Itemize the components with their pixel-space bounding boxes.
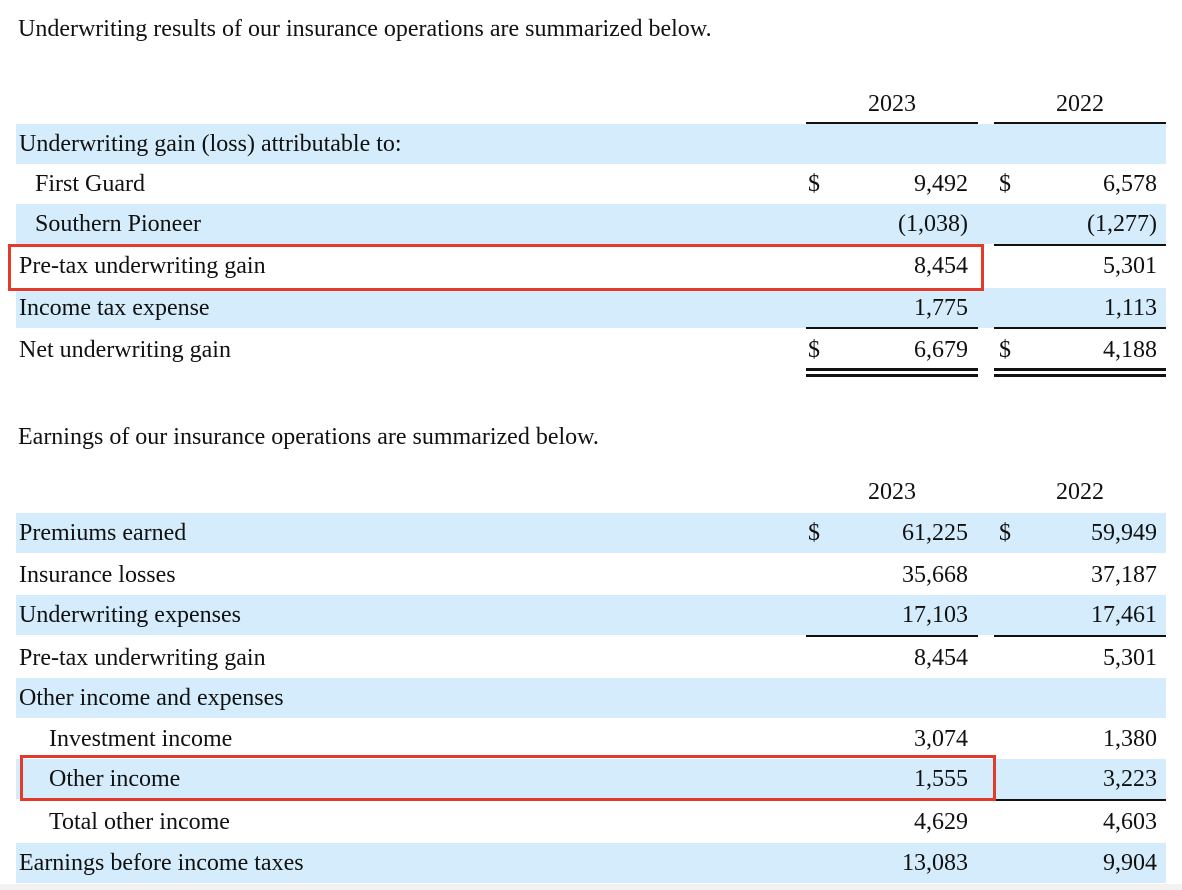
s1-year-2023-header: 2023: [868, 91, 916, 117]
row-label: Total other income: [49, 809, 230, 835]
value-2023: 1,775: [914, 295, 968, 321]
row-label: Investment income: [49, 726, 233, 752]
value-2023: 35,668: [902, 562, 968, 588]
value-2022: 4,188: [1103, 337, 1157, 363]
table-row: Pre-tax underwriting gain 8,454 5,301: [16, 246, 1166, 286]
value-2023: 6,679: [914, 337, 968, 363]
dollar-sign-2023: $: [808, 171, 820, 197]
value-2023: 61,225: [902, 520, 968, 546]
row-label: Pre-tax underwriting gain: [19, 645, 266, 671]
subtotal-line-2023: [806, 635, 978, 637]
total-double-underline-2022: [994, 368, 1166, 377]
subtotal-line-2022: [994, 244, 1166, 246]
value-2023: 4,629: [914, 809, 968, 835]
highlight-box-other-income: [20, 755, 996, 801]
value-2022: 59,949: [1091, 520, 1157, 546]
value-2023: 17,103: [902, 602, 968, 628]
value-2023: 8,454: [914, 645, 968, 671]
table-row: Earnings before income taxes 13,083 9,90…: [16, 843, 1166, 883]
row-label: Premiums earned: [19, 520, 187, 546]
value-2022: 5,301: [1103, 645, 1157, 671]
value-2022: 9,904: [1103, 850, 1157, 876]
value-2022: 3,223: [1103, 766, 1157, 792]
value-2022: 1,380: [1103, 726, 1157, 752]
table-row: Total other income 4,629 4,603: [16, 802, 1166, 842]
table-row: Premiums earned $ 61,225 $ 59,949: [16, 513, 1166, 553]
row-label: Southern Pioneer: [35, 211, 201, 237]
subtotal-line-2022: [994, 635, 1166, 637]
table-row: Other income 1,555 3,223: [16, 759, 1166, 799]
s2-year-2023-header: 2023: [868, 479, 916, 505]
dollar-sign-2023: $: [808, 520, 820, 546]
section1-intro: Underwriting results of our insurance op…: [18, 16, 712, 42]
row-label: Other income: [49, 766, 181, 792]
s2-year-2022-header: 2022: [1056, 479, 1104, 505]
value-2023: 9,492: [914, 171, 968, 197]
value-2023: 1,555: [914, 766, 968, 792]
total-double-underline-2023: [806, 368, 978, 377]
row-label: Earnings before income taxes: [19, 850, 304, 876]
dollar-sign-2022: $: [999, 520, 1011, 546]
table-row: Investment income 3,074 1,380: [16, 719, 1166, 759]
value-2022: 17,461: [1091, 602, 1157, 628]
value-2022: 4,603: [1103, 809, 1157, 835]
value-2023: 3,074: [914, 726, 968, 752]
section2-intro: Earnings of our insurance operations are…: [18, 424, 599, 450]
value-2022: 6,578: [1103, 171, 1157, 197]
table-row: Underwriting expenses 17,103 17,461: [16, 595, 1166, 635]
row-label: First Guard: [35, 171, 145, 197]
row-label: Other income and expenses: [19, 685, 284, 711]
row-label: Income tax expense: [19, 295, 210, 321]
value-2022: 1,113: [1103, 295, 1157, 321]
s1-header-underline-2022: [994, 122, 1166, 124]
table-row: Southern Pioneer (1,038) (1,277): [16, 204, 1166, 244]
page-bottom-edge: [0, 884, 1182, 890]
table-row: Insurance losses 35,668 37,187: [16, 555, 1166, 595]
subtotal-line-2022: [994, 327, 1166, 329]
value-2023: (1,038): [898, 211, 968, 237]
s1-year-2022-header: 2022: [1056, 91, 1104, 117]
value-2023: 13,083: [902, 850, 968, 876]
table-row: Underwriting gain (loss) attributable to…: [16, 124, 1166, 164]
row-label: Underwriting expenses: [19, 602, 241, 628]
row-label: Insurance losses: [19, 562, 176, 588]
dollar-sign-2022: $: [999, 337, 1011, 363]
row-label: Underwriting gain (loss) attributable to…: [19, 131, 402, 157]
row-label: Pre-tax underwriting gain: [19, 253, 266, 279]
row-label: Net underwriting gain: [19, 337, 231, 363]
dollar-sign-2022: $: [999, 171, 1011, 197]
value-2022: 37,187: [1091, 562, 1157, 588]
dollar-sign-2023: $: [808, 337, 820, 363]
value-2022: 5,301: [1103, 253, 1157, 279]
value-2022: (1,277): [1087, 211, 1157, 237]
highlight-box-pre-tax-underwriting-gain: [8, 244, 984, 291]
table-row: Other income and expenses: [16, 678, 1166, 718]
s1-header-underline-2023: [806, 122, 978, 124]
table-row: First Guard $ 9,492 $ 6,578: [16, 164, 1166, 204]
subtotal-line-2023: [806, 327, 978, 329]
table-row: Income tax expense 1,775 1,113: [16, 288, 1166, 328]
table-row: Pre-tax underwriting gain 8,454 5,301: [16, 638, 1166, 678]
table-row: Net underwriting gain $ 6,679 $ 4,188: [16, 330, 1166, 370]
subtotal-line-2022: [994, 799, 1166, 801]
value-2023: 8,454: [914, 253, 968, 279]
